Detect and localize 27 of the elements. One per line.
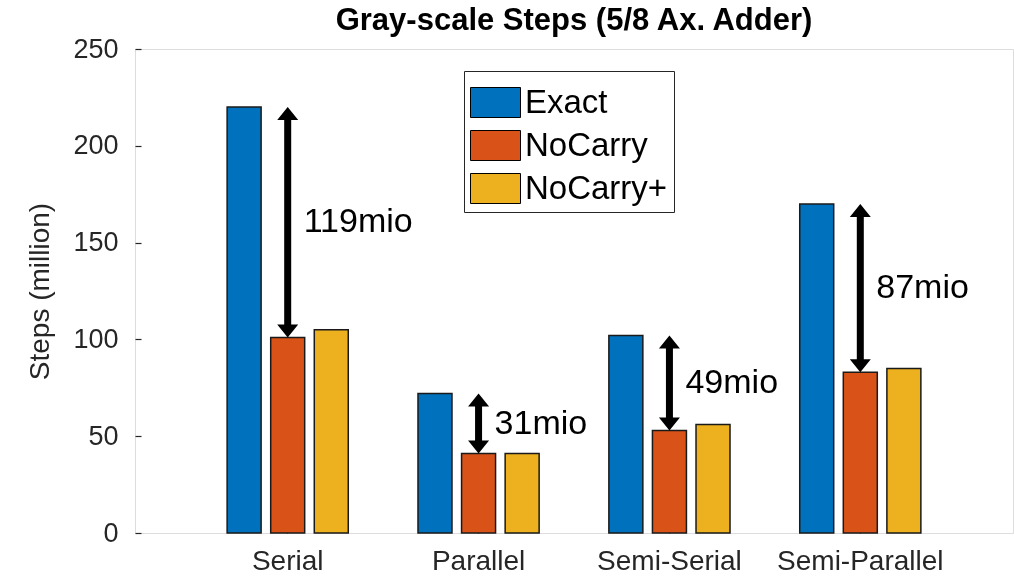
x-tick-label: Semi-Parallel xyxy=(777,544,944,576)
y-tick-label: 250 xyxy=(73,33,119,64)
bar xyxy=(417,392,453,534)
y-tick-label: 150 xyxy=(73,227,119,258)
chart-title: Gray-scale Steps (5/8 Ax. Adder) xyxy=(335,2,813,37)
annotation: 49mio xyxy=(685,361,779,400)
bar xyxy=(695,423,731,534)
bar xyxy=(886,367,922,534)
y-tick-label: 100 xyxy=(73,323,119,354)
x-tick-label: Semi-Serial xyxy=(597,544,742,576)
bar xyxy=(226,106,262,534)
x-tick-label: Parallel xyxy=(431,544,526,576)
legend-label: NoCarry xyxy=(525,125,649,163)
bar xyxy=(798,203,835,534)
bar xyxy=(313,328,350,534)
legend-label: NoCarry+ xyxy=(525,168,668,206)
annotation: 31mio xyxy=(494,402,588,441)
annotation: 87mio xyxy=(876,267,969,306)
y-tick-label: 50 xyxy=(88,420,119,451)
y-tick-label: 200 xyxy=(73,130,119,161)
annotation: 119mio xyxy=(303,201,413,240)
y-tick-label: 0 xyxy=(103,517,119,548)
x-tick-label: Serial xyxy=(251,544,324,576)
bar xyxy=(608,334,644,534)
bar xyxy=(504,452,540,534)
y-axis-title: Steps (million) xyxy=(24,202,56,381)
legend-label: Exact xyxy=(525,82,608,120)
